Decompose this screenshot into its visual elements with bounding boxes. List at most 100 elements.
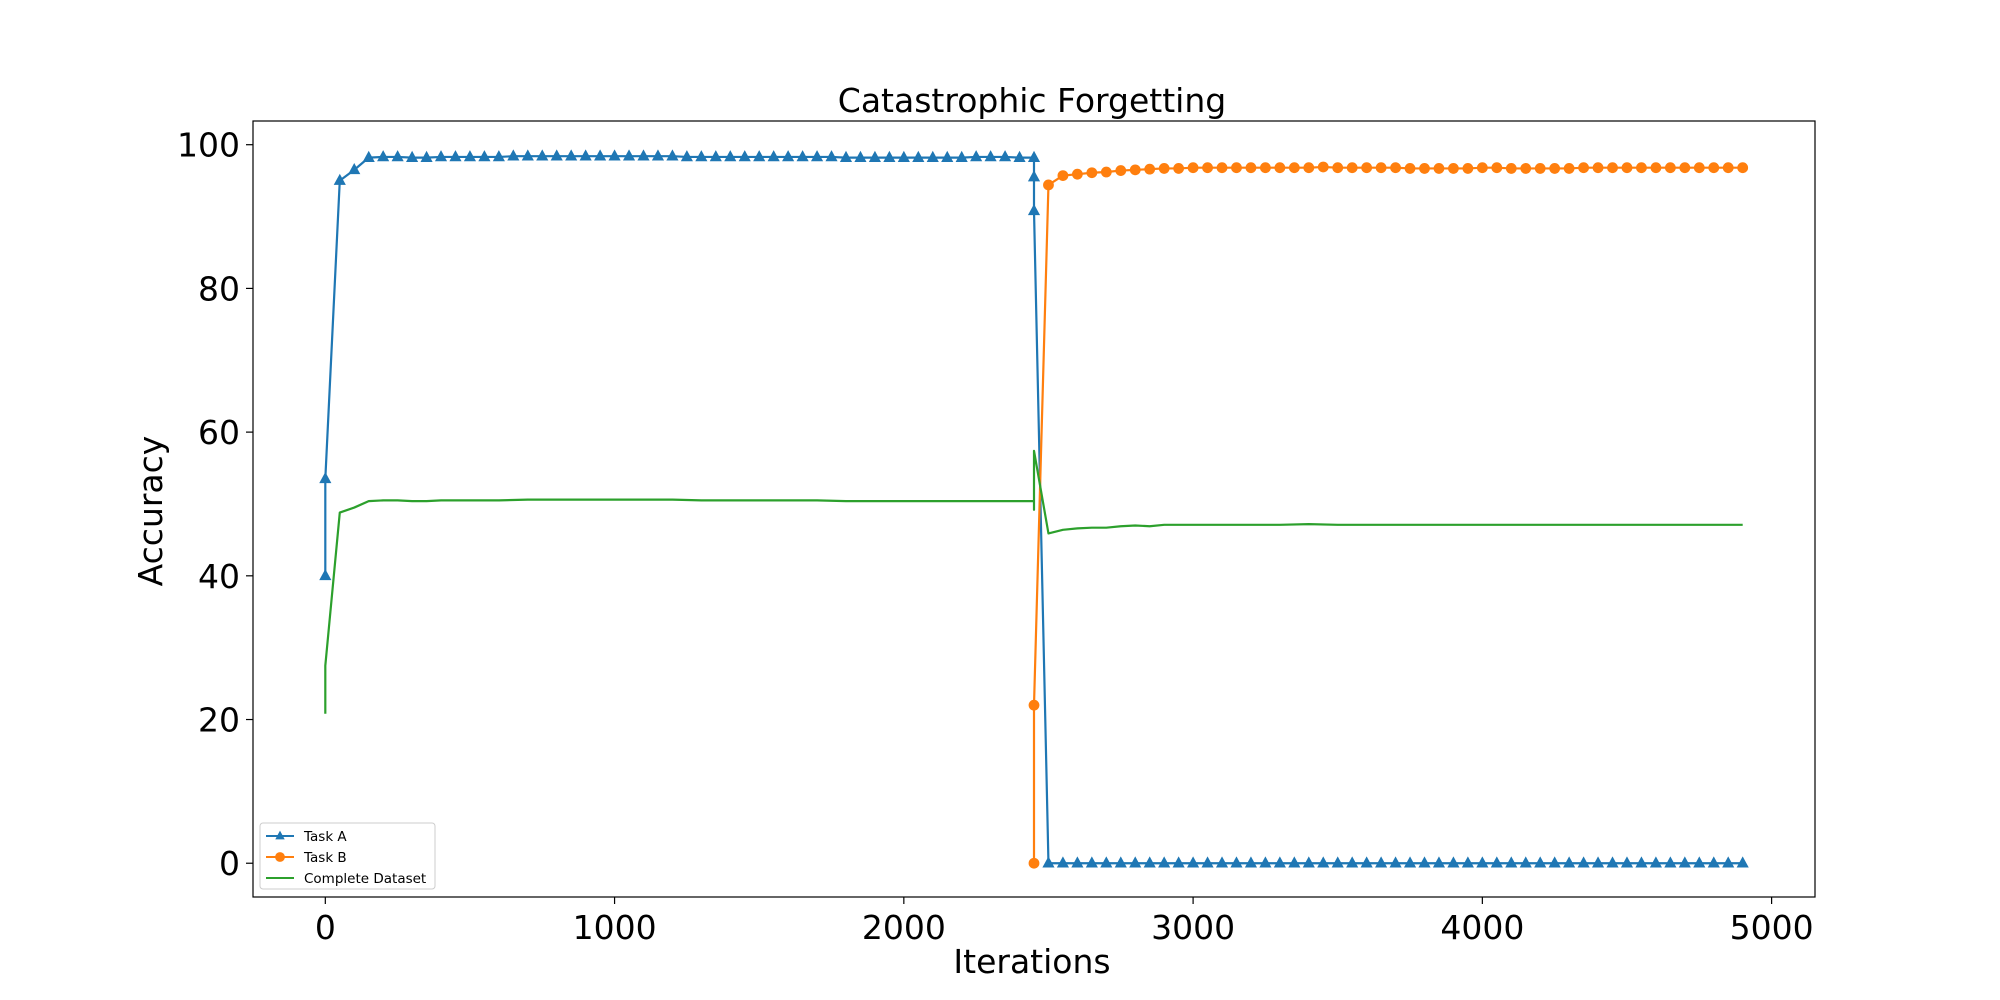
data-point-circle (1708, 162, 1720, 174)
data-point-circle (1636, 162, 1647, 174)
data-point-triangle (521, 149, 534, 161)
data-point-circle (1737, 162, 1749, 174)
legend-label: Task B (303, 850, 347, 866)
data-point-circle (1216, 162, 1228, 174)
data-point-triangle (492, 150, 505, 162)
data-point-triangle (1158, 856, 1171, 868)
data-point-triangle (651, 149, 665, 161)
legend-box (259, 822, 436, 890)
legend-item: Complete Dataset (266, 871, 426, 887)
data-point-triangle (984, 150, 997, 162)
data-point-circle (1650, 162, 1662, 174)
legend-item: Task A (266, 829, 347, 845)
data-point-triangle (1187, 856, 1200, 868)
axes: 0 1000 2000 3000 4000 5000 0 20 40 60 80 100 (177, 126, 1814, 947)
data-point-triangle (622, 149, 636, 161)
data-point-circle (1332, 162, 1344, 174)
data-point-triangle (1288, 856, 1301, 868)
data-point-triangle (1722, 856, 1735, 868)
data-point-triangle (377, 150, 390, 162)
data-point-circle (1043, 179, 1054, 191)
data-point-circle (1722, 162, 1734, 174)
data-point-triangle (825, 150, 838, 162)
data-point-triangle (724, 150, 737, 162)
data-point-circle (1346, 162, 1358, 174)
data-point-triangle (1215, 856, 1229, 868)
data-point-circle (1462, 163, 1474, 174)
data-point-triangle (666, 149, 679, 161)
data-point-triangle (406, 150, 419, 162)
data-point-triangle (810, 150, 824, 162)
data-point-circle (1303, 162, 1315, 174)
data-point-circle (1100, 166, 1112, 178)
data-point-triangle (536, 149, 549, 161)
data-point-triangle (782, 150, 795, 162)
data-point-triangle (579, 149, 592, 161)
data-point-circle (1534, 163, 1546, 174)
y-tick-label: 80 (198, 269, 240, 308)
legend-label: Complete Dataset (304, 871, 426, 887)
data-point-triangle (1403, 856, 1417, 868)
chart-title: Catastrophic Forgetting (838, 81, 1226, 120)
data-point-triangle (1100, 856, 1113, 868)
data-point-triangle (1476, 856, 1489, 868)
data-point-triangle (1519, 856, 1532, 868)
data-point-circle (1375, 162, 1387, 174)
data-point-triangle (1461, 856, 1474, 868)
data-point-triangle (333, 173, 346, 185)
data-point-triangle (1375, 856, 1388, 868)
data-point-triangle (1678, 856, 1691, 868)
data-point-triangle (1432, 856, 1446, 868)
x-tick-label: 4000 (1440, 908, 1524, 947)
data-point-triangle (362, 150, 375, 162)
data-point-triangle (709, 150, 722, 162)
data-point-triangle (839, 150, 853, 162)
data-point-triangle (912, 150, 925, 162)
data-point-triangle (1707, 856, 1720, 868)
series-complete-dataset (324, 449, 1743, 714)
data-point-triangle (1563, 856, 1576, 868)
legend: Task A Task B Complete Dataset (259, 822, 436, 890)
data-point-triangle (1346, 856, 1359, 868)
data-point-circle (1404, 163, 1416, 174)
data-point-circle (1274, 162, 1286, 174)
data-point-triangle (1620, 856, 1634, 868)
x-tick-label: 2000 (862, 908, 946, 947)
data-point-triangle (926, 150, 939, 162)
data-point-circle (1288, 162, 1300, 174)
data-point-triangle (1013, 150, 1026, 162)
data-point-circle (1071, 168, 1083, 180)
data-point-triangle (1071, 856, 1084, 868)
data-point-triangle (449, 150, 462, 162)
data-point-circle (1361, 162, 1373, 174)
data-point-circle (1476, 162, 1488, 174)
data-point-triangle (608, 149, 621, 161)
data-point-triangle (1230, 856, 1243, 868)
data-point-triangle (319, 568, 332, 581)
y-tick-label: 100 (177, 126, 240, 165)
data-point-circle (1664, 162, 1676, 174)
data-point-triangle (507, 149, 520, 161)
data-point-triangle (319, 471, 332, 484)
data-point-triangle (1490, 856, 1503, 868)
data-point-circle (1144, 163, 1156, 175)
data-point-triangle (796, 150, 809, 162)
data-point-triangle (1534, 856, 1547, 868)
data-point-triangle (420, 150, 433, 162)
data-point-triangle (897, 150, 910, 162)
data-point-circle (1491, 162, 1503, 174)
data-point-triangle (565, 149, 578, 161)
y-tick-label: 60 (198, 413, 240, 452)
data-point-triangle (854, 150, 867, 162)
data-point-circle (1115, 165, 1127, 176)
series-line (324, 449, 1743, 714)
data-point-circle (1260, 162, 1271, 174)
data-point-triangle (970, 150, 983, 162)
plot-area (319, 149, 1749, 869)
data-point-circle (1578, 162, 1589, 174)
data-point-triangle (594, 149, 607, 161)
data-point-triangle (275, 830, 285, 840)
data-point-triangle (1042, 856, 1055, 868)
series-task-b (1028, 161, 1749, 869)
